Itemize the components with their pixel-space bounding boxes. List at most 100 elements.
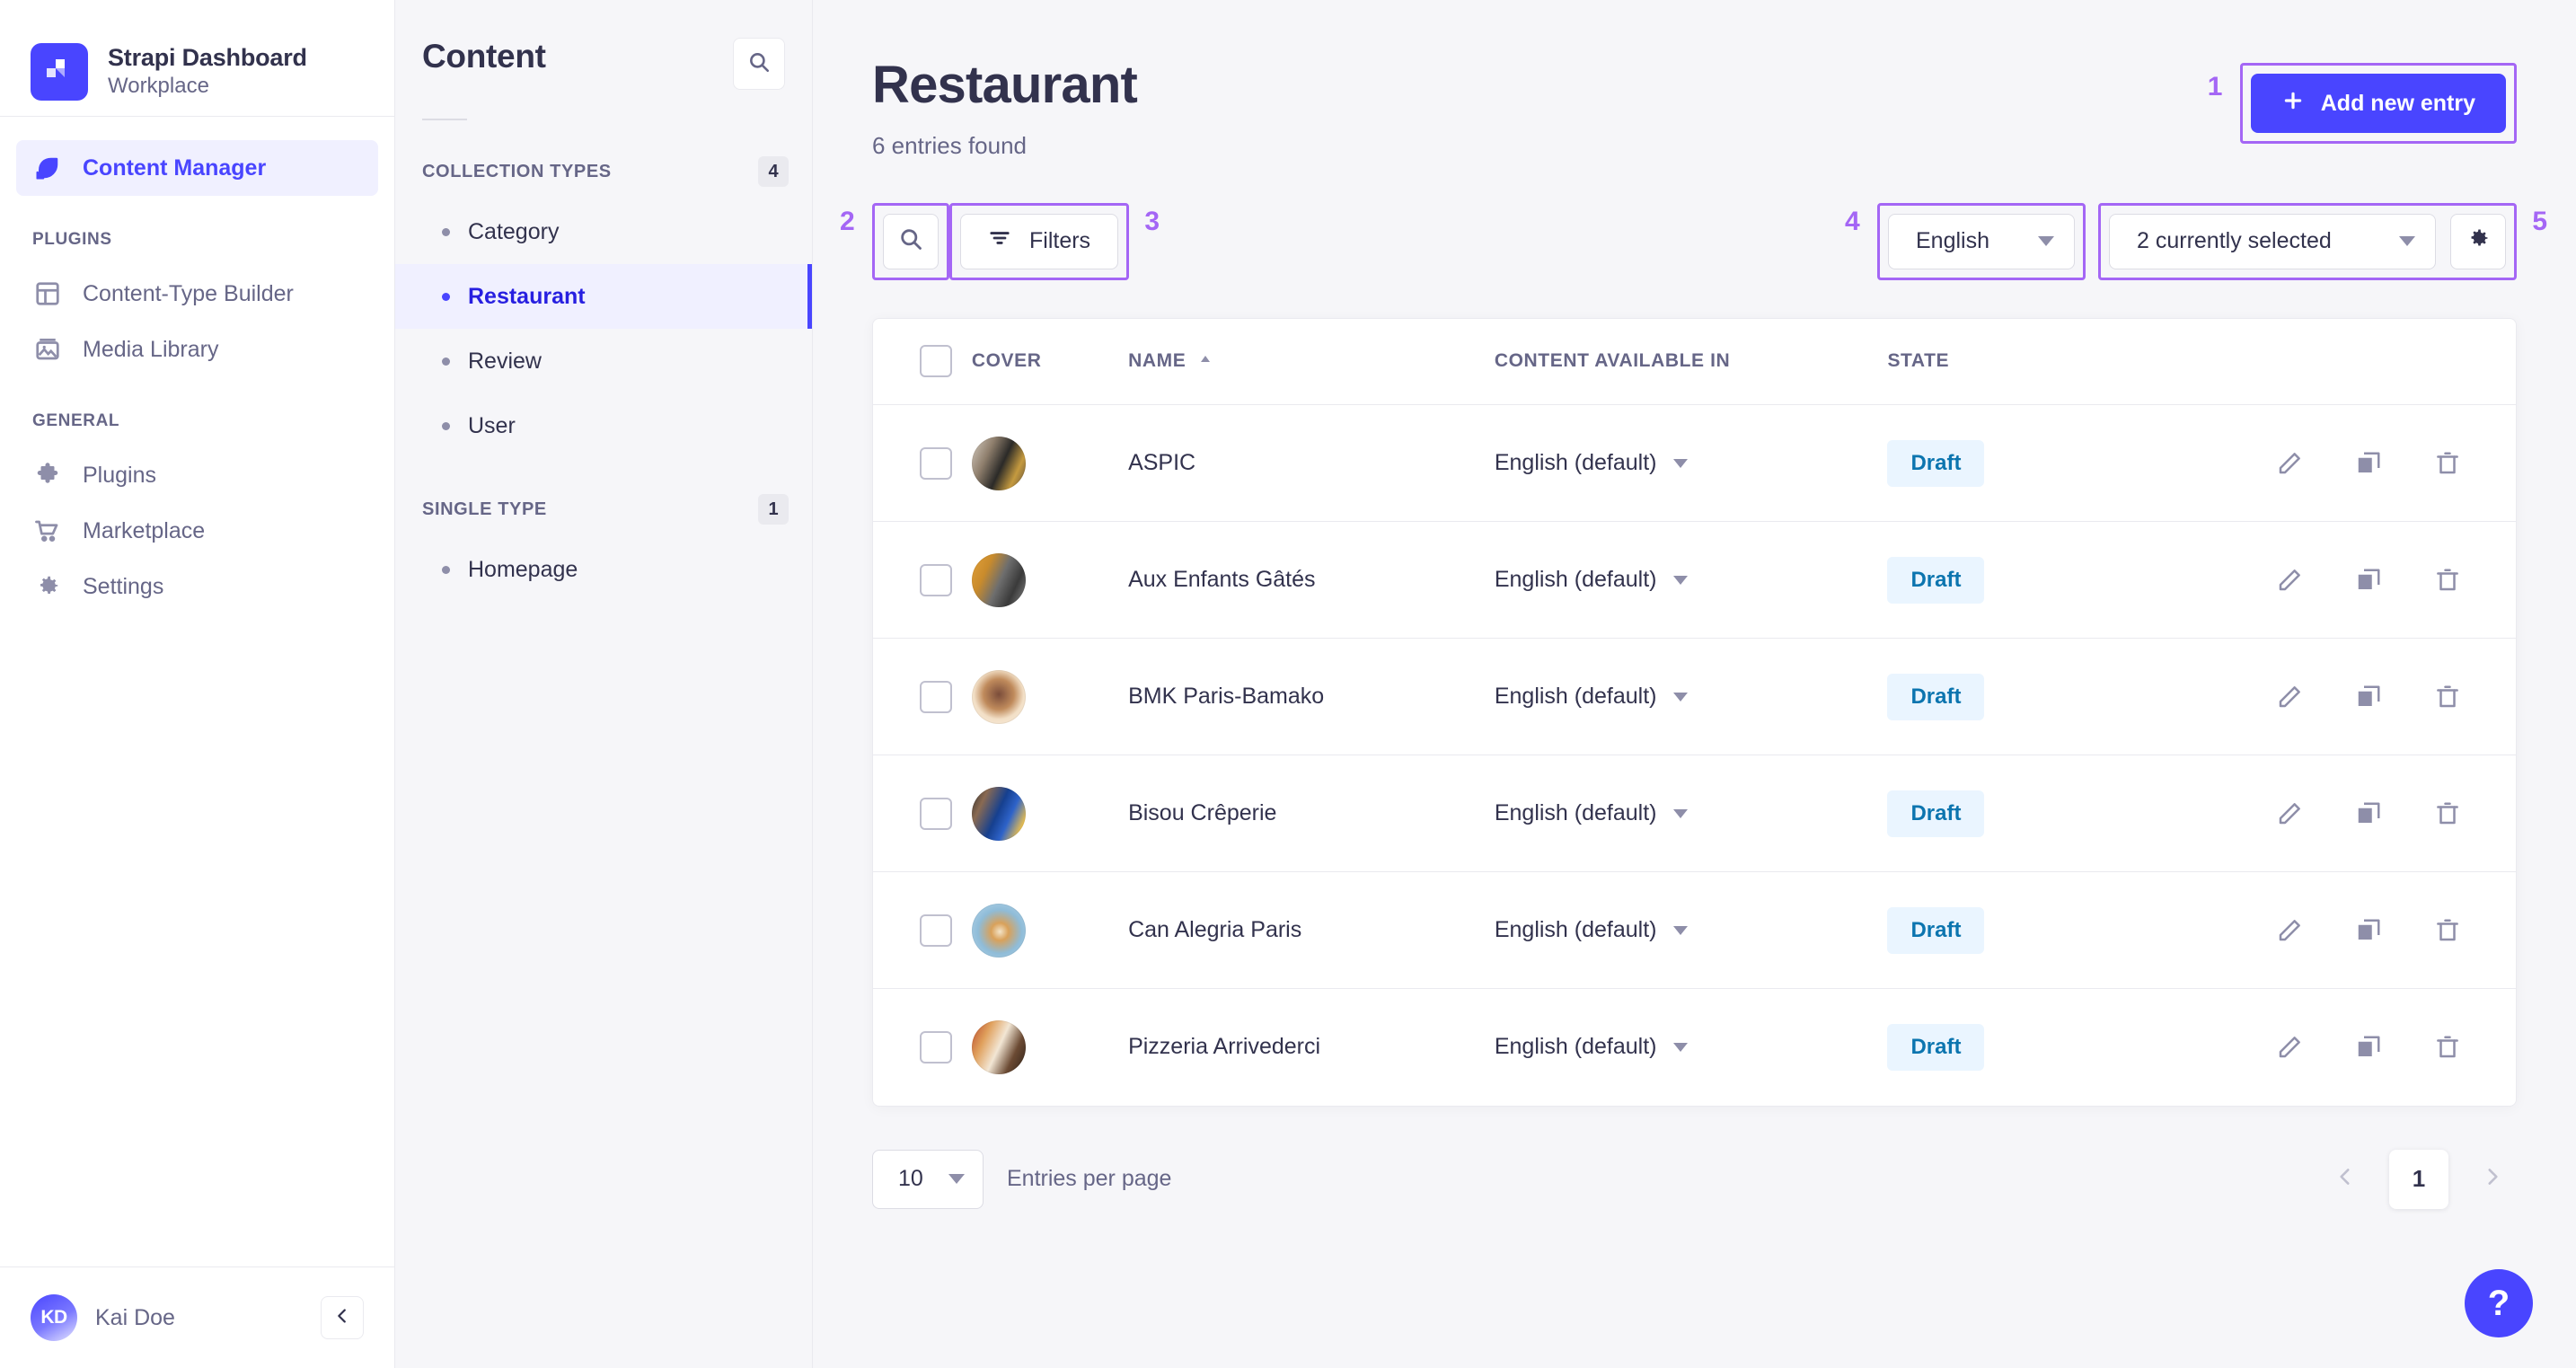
trash-icon[interactable] [2430, 1029, 2466, 1065]
table-row[interactable]: Aux Enfants Gâtés English (default) Draft [873, 521, 2516, 640]
row-cover-cell [971, 989, 1128, 1106]
trash-icon[interactable] [2430, 796, 2466, 832]
sidebar-item-settings[interactable]: Settings [16, 559, 378, 614]
row-checkbox[interactable] [920, 563, 952, 596]
entries-per-page-select[interactable]: 10 [872, 1149, 984, 1209]
pencil-icon[interactable] [2272, 446, 2307, 481]
entries-table: COVER NAME CONTENT AVAILABLE IN [873, 318, 2516, 1106]
bullet-icon [442, 565, 450, 574]
row-checkbox[interactable] [920, 1030, 952, 1064]
sidebar-item-plugins[interactable]: Plugins [16, 447, 378, 503]
trash-icon[interactable] [2430, 913, 2466, 949]
duplicate-icon[interactable] [2351, 1029, 2386, 1065]
locale-dropdown[interactable]: English (default) [1495, 567, 1888, 593]
table-row[interactable]: Can Alegria Paris English (default) Draft [873, 871, 2516, 990]
sidebar-item-media-library[interactable]: Media Library [16, 322, 378, 377]
row-checkbox[interactable] [920, 680, 952, 713]
view-settings-button[interactable] [2450, 213, 2506, 269]
duplicate-icon[interactable] [2351, 796, 2386, 832]
user-profile-chip[interactable]: KD Kai Doe [31, 1294, 175, 1341]
collection-type-restaurant[interactable]: Restaurant [395, 264, 812, 329]
fields-select[interactable]: 2 currently selected [2109, 213, 2436, 269]
caret-up-icon[interactable] [1198, 350, 1213, 372]
row-checkbox[interactable] [920, 797, 952, 830]
locale-dropdown[interactable]: English (default) [1495, 684, 1888, 710]
trash-icon[interactable] [2430, 446, 2466, 481]
trash-icon[interactable] [2430, 679, 2466, 715]
trash-icon[interactable] [2430, 562, 2466, 598]
nav-body: Content Manager PLUGINS Content-Type Bui… [0, 117, 394, 1267]
page-number-1[interactable]: 1 [2389, 1149, 2448, 1209]
duplicate-icon[interactable] [2351, 562, 2386, 598]
duplicate-icon[interactable] [2351, 679, 2386, 715]
row-name-cell: BMK Paris-Bamako [1128, 638, 1495, 756]
row-cover-cell [971, 404, 1129, 523]
row-cover-cell [971, 521, 1129, 640]
pencil-icon[interactable] [2272, 1029, 2307, 1065]
row-checkbox[interactable] [920, 446, 952, 480]
table-header-row: COVER NAME CONTENT AVAILABLE IN [873, 318, 2516, 406]
annotation-box-5: 2 currently selected [2098, 202, 2517, 280]
table-row[interactable]: ASPIC English (default) Draft [873, 404, 2516, 523]
content-panel-title: Content [422, 38, 546, 75]
row-select-cell [873, 871, 972, 990]
status-badge: Draft [1887, 790, 1985, 837]
row-name-cell: ASPIC [1128, 404, 1495, 523]
locale-text: English (default) [1494, 450, 1657, 476]
collapse-sidebar-button[interactable] [321, 1296, 364, 1339]
row-actions [2272, 796, 2516, 832]
sidebar-item-content-manager[interactable]: Content Manager [16, 140, 378, 196]
pencil-icon[interactable] [2272, 562, 2307, 598]
pencil-icon[interactable] [2272, 913, 2307, 949]
filters-button[interactable]: Filters [960, 213, 1119, 269]
sidebar-item-marketplace[interactable]: Marketplace [16, 503, 378, 559]
single-type-homepage[interactable]: Homepage [395, 537, 812, 602]
collection-type-user[interactable]: User [395, 393, 812, 458]
collection-type-label: User [468, 412, 516, 438]
help-button[interactable]: ? [2465, 1269, 2533, 1337]
add-new-entry-button[interactable]: Add new entry [2250, 74, 2506, 133]
pencil-icon[interactable] [2272, 796, 2307, 832]
column-header-content-available-in[interactable]: CONTENT AVAILABLE IN [1494, 318, 1888, 406]
collection-type-review[interactable]: Review [395, 329, 812, 393]
status-badge: Draft [1887, 556, 1985, 604]
table-row[interactable]: Pizzeria Arrivederci English (default) Dra… [873, 989, 2516, 1106]
locale-select[interactable]: English [1888, 213, 2075, 269]
entries-table-card: COVER NAME CONTENT AVAILABLE IN [872, 317, 2517, 1107]
chevron-right-icon [2481, 1165, 2504, 1193]
group-count-badge: 1 [758, 494, 789, 525]
chevron-down-icon [2038, 236, 2054, 247]
brand-header[interactable]: Strapi Dashboard Workplace [0, 0, 394, 117]
cover-thumbnail [971, 436, 1026, 490]
next-page-button[interactable] [2468, 1155, 2517, 1204]
select-all-checkbox[interactable] [920, 345, 952, 378]
column-header-state[interactable]: STATE [1887, 318, 2272, 406]
row-checkbox[interactable] [920, 913, 952, 947]
row-cover-cell [971, 871, 1129, 990]
pencil-icon[interactable] [2272, 679, 2307, 715]
duplicate-icon[interactable] [2351, 913, 2386, 949]
locale-text: English (default) [1494, 800, 1657, 826]
sidebar-item-content-type-builder[interactable]: Content-Type Builder [16, 266, 378, 322]
search-button[interactable] [883, 213, 939, 269]
content-search-button[interactable] [733, 38, 785, 90]
search-icon [898, 226, 923, 256]
row-actions [2272, 679, 2516, 715]
duplicate-icon[interactable] [2351, 446, 2386, 481]
locale-dropdown[interactable]: English (default) [1495, 1034, 1888, 1060]
sidebar-item-label: Content-Type Builder [83, 280, 294, 306]
sidebar-item-label: Media Library [83, 336, 219, 362]
status-badge: Draft [1887, 906, 1985, 954]
cover-thumbnail [971, 786, 1026, 841]
table-row[interactable]: Bisou Crêperie English (default) Draft [873, 755, 2516, 873]
previous-page-button[interactable] [2321, 1155, 2369, 1204]
column-header-cover[interactable]: COVER [971, 318, 1129, 406]
locale-dropdown[interactable]: English (default) [1495, 800, 1888, 826]
table-row[interactable]: BMK Paris-Bamako English (default) Draft [873, 638, 2516, 756]
search-icon [747, 50, 771, 78]
locale-dropdown[interactable]: English (default) [1495, 450, 1888, 476]
cover-thumbnail [971, 1019, 1026, 1074]
locale-dropdown[interactable]: English (default) [1495, 917, 1888, 943]
column-header-name[interactable]: NAME [1128, 318, 1495, 406]
collection-type-category[interactable]: Category [395, 199, 812, 264]
